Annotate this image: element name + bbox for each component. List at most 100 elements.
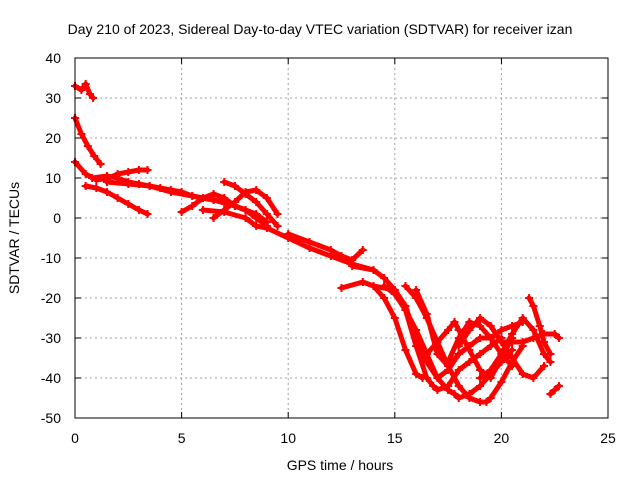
data-point	[337, 252, 346, 260]
data-point	[262, 210, 271, 218]
data-point	[486, 374, 495, 382]
data-point	[465, 318, 474, 326]
data-point	[198, 206, 207, 214]
data-point	[465, 358, 474, 366]
data-point	[454, 366, 463, 374]
y-tick-label: -20	[41, 290, 61, 306]
data-point	[358, 246, 367, 254]
data-point	[454, 342, 463, 350]
data-point	[380, 282, 389, 290]
data-point	[220, 208, 229, 216]
data-point	[380, 294, 389, 302]
data-point	[518, 314, 527, 322]
x-tick-label: 15	[387, 430, 403, 446]
data-point	[252, 214, 261, 222]
data-point	[508, 338, 517, 346]
data-point	[124, 180, 133, 188]
x-tick-label: 25	[600, 430, 616, 446]
data-point	[465, 346, 474, 354]
data-point	[454, 382, 463, 390]
axis-ticks: 0 5 10 15 20 25 40 30 20 10 0 -10 -20 -30 -40 -50	[41, 50, 616, 446]
data-point	[540, 362, 549, 370]
data-point	[262, 224, 271, 232]
data-point	[241, 214, 250, 222]
data-point	[482, 398, 491, 406]
data-point	[412, 370, 421, 378]
x-tick-label: 10	[280, 430, 296, 446]
data-point	[554, 382, 563, 390]
data-point	[433, 374, 442, 382]
data-point	[252, 222, 261, 230]
data-point	[81, 182, 90, 190]
data-point	[540, 338, 549, 346]
data-point	[465, 326, 474, 334]
data-point	[252, 198, 261, 206]
data-point	[486, 394, 495, 402]
data-point	[476, 322, 485, 330]
data-point	[102, 178, 111, 186]
data-point	[220, 194, 229, 202]
data-point	[209, 190, 218, 198]
data-point	[252, 186, 261, 194]
data-point	[77, 130, 86, 138]
data-point	[166, 188, 175, 196]
data-point	[554, 334, 563, 342]
data-point	[550, 386, 559, 394]
data-point	[188, 192, 197, 200]
data-point	[124, 168, 133, 176]
data-point	[546, 350, 555, 358]
data-point	[454, 350, 463, 358]
y-tick-label: 20	[45, 130, 61, 146]
data-point	[422, 350, 431, 358]
data-point	[188, 202, 197, 210]
data-point	[220, 178, 229, 186]
data-point	[113, 194, 122, 202]
data-point	[497, 350, 506, 358]
data-point	[262, 194, 271, 202]
data-traces	[71, 80, 563, 406]
data-point	[230, 198, 239, 206]
data-point	[450, 318, 459, 326]
data-point	[535, 322, 544, 330]
data-point	[337, 284, 346, 292]
data-point	[198, 194, 207, 202]
data-point	[143, 210, 152, 218]
series-arc-11	[285, 231, 366, 263]
data-point	[433, 350, 442, 358]
data-point	[88, 174, 97, 182]
data-point	[143, 166, 152, 174]
data-point	[241, 206, 250, 214]
data-point	[273, 210, 282, 218]
data-point	[358, 278, 367, 286]
data-point	[525, 294, 534, 302]
data-point	[508, 354, 517, 362]
x-tick-label: 0	[71, 430, 79, 446]
data-point	[134, 166, 143, 174]
data-point	[518, 370, 527, 378]
data-point	[305, 238, 314, 246]
data-point	[134, 206, 143, 214]
data-point	[241, 190, 250, 198]
x-tick-label: 5	[178, 430, 186, 446]
data-point	[476, 350, 485, 358]
data-point	[401, 306, 410, 314]
data-point	[476, 314, 485, 322]
y-tick-label: 10	[45, 170, 61, 186]
data-point	[412, 342, 421, 350]
data-point	[412, 326, 421, 334]
data-point	[433, 338, 442, 346]
y-tick-label: -10	[41, 250, 61, 266]
data-point	[476, 374, 485, 382]
data-point	[429, 382, 438, 390]
data-point	[486, 334, 495, 342]
data-point	[546, 390, 555, 398]
data-point	[369, 282, 378, 290]
data-point	[529, 302, 538, 310]
plot-frame	[74, 57, 609, 419]
y-tick-label: -40	[41, 370, 61, 386]
data-point	[450, 390, 459, 398]
data-point	[465, 394, 474, 402]
y-tick-label: 30	[45, 90, 61, 106]
